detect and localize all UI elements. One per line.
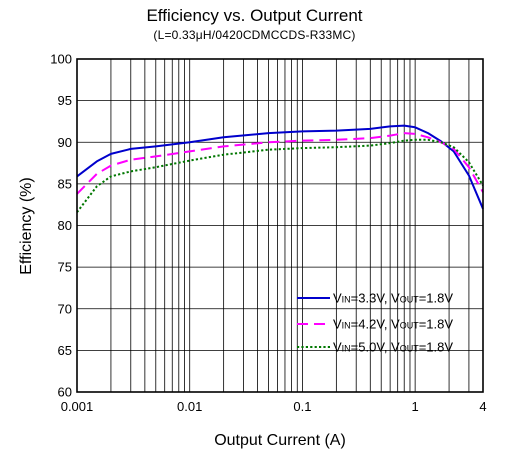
y-tick-label-6: 90 [58,135,72,150]
x-tick-label-4: 4 [479,399,486,414]
y-tick-label-7: 95 [58,93,72,108]
y-tick-label-1: 65 [58,343,72,358]
x-tick-label-0: 0.001 [61,399,94,414]
y-tick-label-3: 75 [58,260,72,275]
y-tick-label-4: 80 [58,218,72,233]
series-line-1 [76,124,484,210]
plot-frame [76,58,484,393]
y-tick-label-0: 60 [58,385,72,400]
legend-label-3: VIN=5.0V, VOUT=1.8V [333,340,453,355]
series-line-3 [76,138,484,213]
legend-label-1: VIN=3.3V, VOUT=1.8V [333,291,453,306]
x-tick-label-2: 0.1 [293,399,311,414]
tick-labels: 60 65 70 75 80 85 90 95 100 0.001 0.01 0.1 1 4 [50,52,486,415]
series-group [76,124,484,213]
y-tick-label-2: 70 [58,301,72,316]
legend-label-2: VIN=4.2V, VOUT=1.8V [333,317,453,332]
x-tick-label-1: 0.01 [177,399,202,414]
y-tick-label-8: 100 [50,52,72,67]
chart-title: Efficiency vs. Output Current [146,6,363,25]
chart-subtitle: (L=0.33μH/0420CDMCCDS-R33MC) [153,28,356,42]
y-tick-label-5: 85 [58,176,72,191]
x-tick-label-3: 1 [412,399,419,414]
x-axis-label: Output Current (A) [214,432,346,449]
legend: VIN=3.3V, VOUT=1.8V VIN=4.2V, VOUT=1.8V VI… [297,291,453,355]
